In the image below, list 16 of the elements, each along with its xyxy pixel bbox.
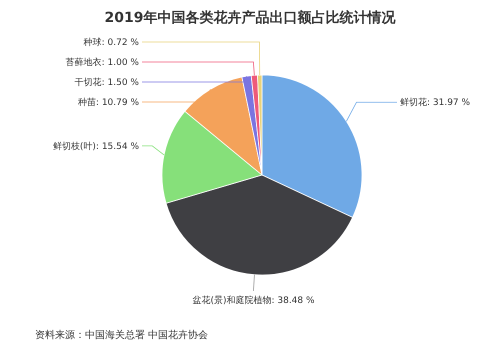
text: 资料来源：中国海关总署 中国花卉协会: [35, 329, 208, 341]
data-label: : 38.48 %: [271, 296, 315, 306]
slice-label: 干切花: [74, 77, 102, 88]
data-label: : 1.50 %: [102, 78, 140, 88]
slice-label: 盆花(景)和庭院植物: [192, 295, 272, 306]
slice-label: 鲜切花: [400, 97, 427, 108]
slice-label: 种苗: [78, 97, 96, 108]
data-label: : 0.72 %: [102, 38, 140, 48]
slice-label: 苔藓地衣: [66, 57, 102, 68]
slice-label: 种球: [84, 37, 102, 48]
data-label: : 31.97 %: [427, 98, 471, 108]
data-label: : 1.00 %: [102, 58, 140, 68]
data-label: : 15.54 %: [96, 142, 140, 152]
chart-title: 2019年中国各类花卉产品出口额占比统计情况: [104, 9, 396, 26]
data-label: : 10.79 %: [96, 98, 140, 108]
slice-label: 鲜切枝(叶): [52, 140, 96, 152]
